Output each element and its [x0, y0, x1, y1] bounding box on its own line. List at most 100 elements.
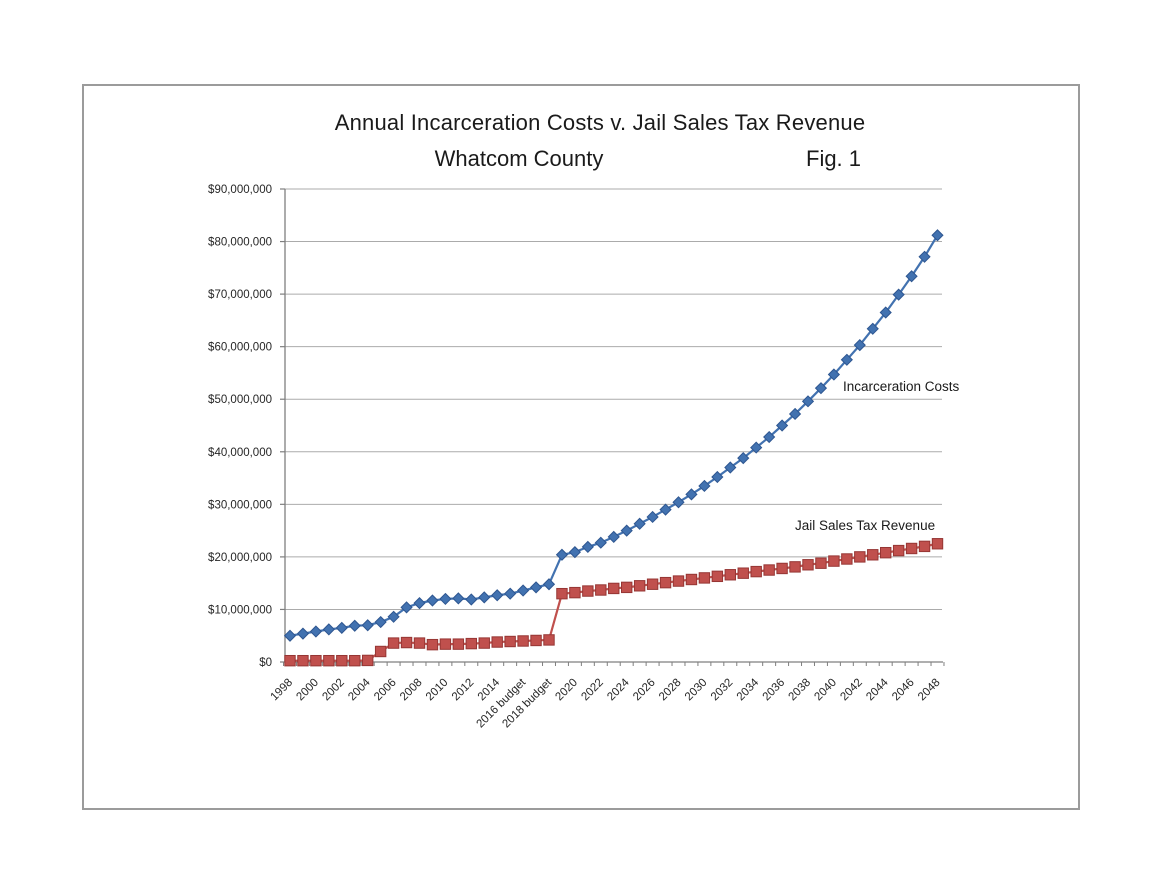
square-marker [284, 654, 296, 667]
square-marker [478, 637, 490, 649]
diamond-marker [504, 587, 517, 600]
square-marker [763, 564, 775, 576]
square-marker [530, 634, 542, 647]
x-axis-ticks [283, 662, 945, 666]
square-marker [400, 636, 413, 649]
y-axis-labels: $0 $10,000,000 $20,000,000 $30,000,000 $40,0… [208, 184, 272, 669]
square-marker [633, 580, 646, 592]
diamond-marker [788, 407, 802, 421]
chart-subtitle: Whatcom County [434, 146, 604, 171]
diamond-marker [814, 382, 828, 395]
x-tick-label: 2028 [657, 677, 684, 704]
series-labels: Incarceration Costs Jail Sales Tax Revenu… [795, 379, 960, 533]
x-tick-label: 2008 [398, 677, 425, 704]
series-incarceration-costs [283, 229, 944, 642]
square-marker [918, 540, 931, 553]
series-line [289, 234, 939, 637]
diamond-marker [620, 524, 633, 537]
square-marker [465, 637, 478, 650]
square-marker [815, 557, 827, 569]
diamond-marker [672, 496, 685, 509]
square-marker [724, 569, 736, 581]
x-tick-label: 1998 [269, 677, 296, 704]
square-marker [880, 546, 892, 559]
y-tick-label: $30,000,000 [208, 499, 272, 511]
square-marker [426, 638, 439, 651]
diamond-marker [452, 592, 465, 605]
x-tick-label: 2024 [605, 676, 632, 703]
diamond-marker [853, 338, 866, 352]
x-tick-label: 2048 [916, 677, 943, 704]
square-marker [776, 562, 788, 575]
diamond-marker [879, 306, 892, 319]
diamond-marker [374, 615, 387, 629]
chart-plot: $0 $10,000,000 $20,000,000 $30,000,000 $40,0… [208, 184, 960, 730]
square-marker [336, 654, 348, 667]
x-tick-label: 2020 [553, 677, 580, 704]
diamond-marker [646, 510, 659, 524]
diamond-marker [594, 536, 607, 549]
square-marker [672, 575, 685, 587]
diamond-marker [724, 461, 737, 474]
series-label-incarceration-costs: Incarceration Costs [843, 379, 960, 394]
square-marker [569, 586, 581, 599]
y-tick-label: $50,000,000 [208, 394, 272, 406]
square-marker [646, 578, 659, 590]
x-tick-label: 2038 [787, 677, 814, 704]
square-marker [452, 638, 465, 650]
diamond-marker [296, 627, 310, 640]
series-jail-sales-tax-revenue [284, 538, 944, 667]
series-line [290, 542, 938, 662]
diamond-marker [283, 629, 297, 642]
diamond-marker [737, 451, 750, 465]
diamond-marker [568, 546, 582, 559]
square-marker [621, 581, 633, 594]
diamond-marker [633, 517, 646, 530]
x-tick-label: 2042 [838, 677, 865, 704]
diamond-marker [763, 430, 776, 444]
diamond-marker [542, 578, 556, 591]
square-marker [362, 654, 374, 667]
x-axis-labels: 1998 2000 2002 2004 2006 2008 2010 2012 20142016… [269, 676, 943, 730]
x-tick-label: 2036 [761, 677, 788, 704]
diamond-marker [659, 503, 672, 516]
diamond-marker [840, 353, 853, 366]
square-marker [608, 582, 620, 595]
diamond-marker [555, 548, 569, 561]
square-marker [517, 635, 529, 647]
square-marker [737, 567, 749, 579]
chart-frame: Annual Incarceration Costs v. Jail Sales… [82, 84, 1080, 810]
diamond-marker [400, 601, 413, 614]
square-marker [750, 565, 762, 578]
axes [284, 189, 943, 663]
square-marker [867, 549, 879, 561]
diamond-marker [581, 540, 594, 554]
square-marker [310, 654, 322, 667]
diamond-marker [348, 619, 361, 632]
y-tick-label: $60,000,000 [208, 342, 272, 354]
square-marker [698, 572, 711, 584]
x-tick-label: 2040 [812, 677, 839, 704]
square-marker [711, 570, 724, 583]
diamond-marker [335, 621, 348, 634]
square-marker [685, 573, 698, 586]
diamond-marker [698, 479, 711, 493]
square-marker [828, 555, 840, 567]
square-marker [491, 636, 503, 648]
diamond-marker [827, 368, 841, 381]
diamond-marker [361, 619, 374, 632]
diamond-marker [439, 592, 452, 606]
square-marker [841, 553, 853, 565]
square-marker [504, 635, 516, 648]
square-marker [595, 584, 607, 596]
x-tick-label: 2012 [450, 677, 477, 704]
x-tick-label: 2046 [890, 677, 917, 704]
x-tick-label: 2032 [709, 677, 736, 704]
y-gridlines [285, 188, 942, 610]
square-marker [297, 654, 309, 667]
square-marker [543, 634, 555, 646]
diamond-marker [750, 441, 763, 454]
square-marker [439, 638, 452, 650]
diamond-marker [892, 288, 905, 301]
